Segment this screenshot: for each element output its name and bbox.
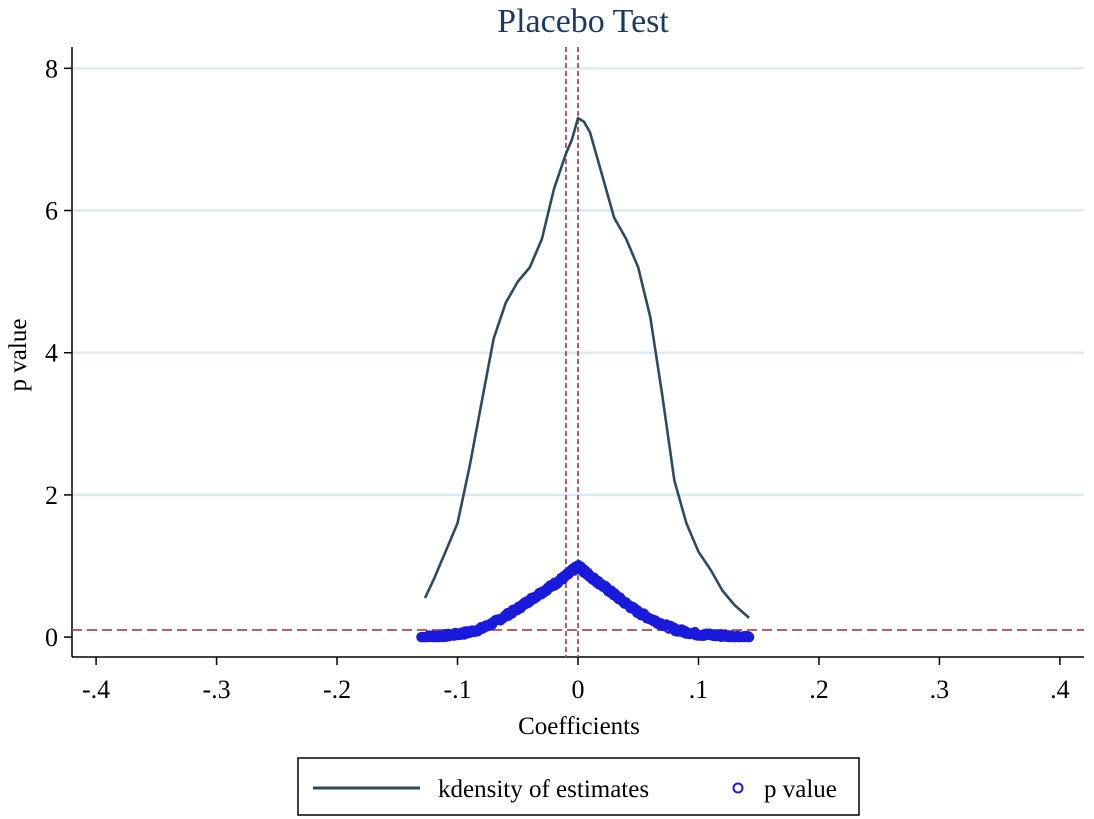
legend-density-label: kdensity of estimates [438,776,649,803]
p-value-point [734,631,745,642]
tick-labels: 0 2 4 6 8 -.4 -.3 -.2 -.1 0 .1 .2 .3 .4 [45,54,1070,704]
plot-series [416,116,755,643]
x-tick-label-2: -.2 [323,675,351,704]
x-tick-label-1: -.3 [202,675,230,704]
p-value-point [428,631,439,642]
x-axis-title: Coefficients [518,713,640,740]
p-value-point [743,631,755,643]
x-tick-label-8: .4 [1050,675,1070,704]
chart-title: Placebo Test [497,3,669,40]
y-tick-label-0: 0 [45,623,58,652]
reference-lines [72,47,1084,657]
legend-pvalue-swatch [732,782,744,794]
y-tick-label-1: 2 [45,481,58,510]
x-tick-label-3: -.1 [443,675,471,704]
y-axis-title: p value [5,319,32,392]
p-value-point [422,631,433,642]
legend-pvalue-label: p value [764,776,837,803]
p-value-point [416,631,427,643]
y-tick-label-3: 6 [45,197,58,226]
x-tick-label-0: -.4 [82,675,110,704]
y-tick-label-4: 8 [45,54,58,83]
p-value-point [707,629,719,641]
x-tick-label-4: 0 [572,675,585,704]
x-tick-label-6: .2 [809,675,829,704]
kdensity-line [423,116,750,619]
x-tick-label-5: .1 [689,675,709,704]
x-tick-label-7: .3 [930,675,950,704]
y-tick-label-2: 4 [45,339,58,368]
legend: kdensity of estimates p value [297,757,860,816]
